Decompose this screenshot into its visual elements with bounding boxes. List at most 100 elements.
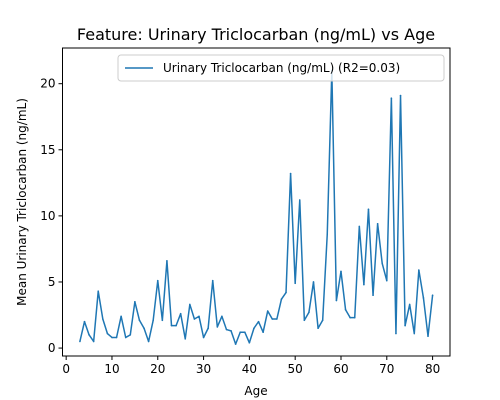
data-point — [189, 303, 191, 306]
y-axis-ticks: 0 5 10 15 20 — [40, 77, 63, 355]
y-tick-label: 15 — [40, 143, 55, 157]
x-tick-label: 10 — [104, 362, 119, 376]
data-point — [102, 318, 104, 320]
x-tick-label: 80 — [425, 362, 440, 376]
data-point — [143, 327, 145, 330]
data-point — [363, 283, 365, 286]
data-point — [335, 299, 338, 302]
data-point — [202, 336, 205, 339]
data-point — [326, 233, 329, 236]
data-point — [317, 327, 319, 330]
data-point — [230, 330, 232, 332]
x-tick-label: 20 — [150, 362, 165, 376]
x-tick-label: 60 — [333, 362, 348, 376]
plot-frame — [62, 47, 451, 357]
data-point — [408, 303, 411, 306]
data-point — [308, 311, 310, 314]
data-point — [340, 270, 342, 273]
data-point — [88, 334, 90, 336]
data-point — [156, 279, 159, 282]
data-point — [239, 331, 242, 334]
data-point — [138, 319, 141, 322]
data-point — [216, 326, 219, 328]
data-point — [175, 324, 177, 327]
data-point — [289, 172, 292, 175]
data-point — [285, 291, 287, 294]
x-axis-label: Age — [244, 384, 267, 398]
data-point — [161, 319, 164, 322]
data-point — [271, 318, 274, 320]
data-point — [413, 332, 416, 335]
data-point — [253, 327, 255, 330]
data-point — [349, 316, 351, 319]
data-point — [257, 320, 260, 323]
data-point — [294, 282, 296, 285]
data-point — [376, 223, 379, 225]
data-point — [83, 320, 86, 323]
x-tick-label: 30 — [196, 362, 211, 376]
data-point — [262, 331, 264, 334]
data-point — [321, 319, 324, 322]
data-point — [266, 310, 269, 312]
data-point — [399, 94, 402, 97]
data-point — [372, 294, 374, 296]
data-point — [193, 318, 196, 320]
data-point — [115, 336, 118, 339]
data-point — [166, 260, 168, 262]
legend-label: Urinary Triclocarban (ng/mL) (R2=0.03) — [163, 61, 400, 75]
data-point — [111, 336, 113, 339]
plot-area — [62, 48, 450, 356]
x-axis-ticks: 0 10 20 30 40 50 60 70 80 — [62, 356, 440, 376]
data-point — [92, 340, 95, 343]
data-point — [381, 262, 384, 265]
data-point — [431, 294, 434, 296]
data-point — [152, 319, 154, 322]
data-point — [120, 315, 122, 318]
data-point — [184, 338, 187, 340]
data-point — [124, 336, 127, 339]
data-point — [367, 208, 370, 211]
series-line — [79, 69, 434, 345]
data-point — [298, 199, 301, 201]
data-point — [234, 343, 237, 345]
data-point — [179, 312, 182, 315]
chart-title: Feature: Urinary Triclocarban (ng/mL) vs… — [77, 25, 435, 44]
data-point — [129, 334, 132, 336]
x-tick-label: 70 — [379, 362, 394, 376]
data-point — [198, 315, 200, 318]
data-point — [221, 315, 223, 318]
data-point — [207, 327, 209, 330]
y-tick-label: 20 — [40, 77, 55, 91]
y-tick-label: 10 — [40, 209, 55, 223]
data-point — [248, 341, 251, 344]
data-point — [312, 281, 315, 283]
x-tick-label: 0 — [62, 362, 70, 376]
data-point — [427, 335, 429, 337]
data-point — [147, 340, 150, 343]
data-point — [353, 316, 356, 319]
x-tick-label: 40 — [242, 362, 257, 376]
y-tick-label: 5 — [48, 275, 56, 289]
series-layer — [79, 69, 434, 345]
data-point — [134, 301, 136, 303]
data-point — [390, 97, 393, 100]
data-point — [303, 319, 306, 322]
legend-box — [117, 54, 445, 82]
data-point — [404, 324, 406, 327]
y-axis-label: Mean Urinary Triclocarban (ng/mL) — [15, 98, 29, 306]
data-point — [170, 324, 173, 327]
data-point — [280, 298, 283, 300]
data-point — [358, 225, 361, 228]
data-point — [276, 318, 278, 320]
data-point — [97, 290, 100, 293]
y-tick-label: 0 — [48, 341, 56, 355]
data-point — [395, 332, 397, 335]
data-point — [385, 279, 388, 282]
data-point — [211, 279, 214, 282]
x-tick-label: 50 — [288, 362, 303, 376]
data-point — [79, 340, 81, 343]
data-point — [106, 332, 109, 335]
data-point — [244, 331, 246, 334]
data-point — [225, 328, 228, 331]
